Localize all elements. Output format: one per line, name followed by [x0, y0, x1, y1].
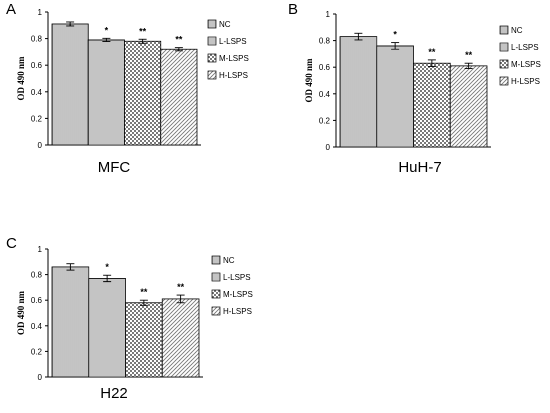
y-axis-label: OD 490 nm [304, 58, 314, 103]
y-tick-label: 0.6 [31, 296, 43, 305]
y-tick-label: 0.6 [319, 63, 331, 72]
chart-title: H22 [100, 385, 128, 402]
y-tick-label: 0.4 [319, 90, 331, 99]
bar-nc [339, 36, 378, 148]
y-tick-label: 1 [38, 245, 43, 254]
significance-marker: ** [139, 26, 147, 36]
y-axis-label: OD 490 nm [16, 291, 26, 336]
bar-l-lsps [88, 278, 126, 378]
bar-h-lsps [449, 65, 488, 148]
error-bar [391, 42, 400, 50]
legend-label: L-LSPS [223, 273, 251, 282]
legend-swatch [207, 36, 217, 46]
legend-label: H-LSPS [223, 307, 252, 316]
y-tick-label: 0.4 [31, 88, 43, 97]
error-bar [354, 32, 363, 41]
legend-swatch [211, 255, 221, 265]
y-tick-label: 0 [38, 373, 43, 382]
legend-swatch [499, 25, 509, 35]
legend-swatch [499, 59, 509, 69]
y-tick-label: 0.2 [31, 114, 43, 123]
error-bar [427, 59, 436, 67]
legend-label: M-LSPS [511, 60, 541, 69]
legend-label: NC [511, 26, 523, 35]
y-tick-label: 0.8 [31, 271, 43, 280]
legend-label: M-LSPS [219, 54, 249, 63]
error-bar [66, 263, 75, 271]
error-bar [103, 274, 112, 283]
legend-swatch [207, 70, 217, 80]
significance-marker: ** [140, 287, 148, 297]
y-tick-label: 0.4 [31, 322, 43, 331]
legend-label: L-LSPS [219, 37, 247, 46]
y-tick-label: 0.8 [319, 37, 331, 46]
error-bar [464, 62, 473, 69]
legend-swatch [211, 272, 221, 282]
legend-swatch [499, 76, 509, 86]
error-bar [139, 299, 148, 306]
legend-swatch [207, 53, 217, 63]
significance-marker: ** [428, 47, 436, 57]
significance-marker: * [105, 262, 109, 272]
legend-swatch [211, 289, 221, 299]
bar-h-lsps [161, 298, 200, 378]
error-bar [176, 294, 185, 304]
error-bar [102, 37, 111, 42]
y-tick-label: 0.2 [319, 116, 331, 125]
legend-label: NC [219, 20, 231, 29]
legend-swatch [499, 42, 509, 52]
y-tick-label: 0.8 [31, 35, 43, 44]
panel-letter: B [288, 1, 298, 18]
legend-label: NC [223, 256, 235, 265]
panel-letter: A [6, 1, 16, 18]
panel-letter: C [6, 235, 17, 252]
y-tick-label: 0 [326, 143, 331, 152]
y-axis-label: OD 490 nm [16, 56, 26, 101]
chart-title: MFC [98, 159, 131, 176]
error-bar [174, 47, 183, 52]
bar-nc [51, 266, 90, 378]
error-bar [66, 21, 75, 27]
bar-m-lsps [413, 62, 451, 148]
panel-b: B 0 0.2 0.4 0.6 0.8 1 OD 490 nm * ** ** NC L-LSPS M-L… [278, 0, 548, 200]
bar-l-lsps [376, 45, 414, 148]
chart-title: HuH-7 [398, 159, 441, 176]
bar-nc [51, 23, 89, 146]
y-tick-label: 1 [326, 10, 331, 19]
y-tick-label: 1 [38, 8, 43, 17]
significance-marker: ** [177, 282, 185, 292]
legend-label: H-LSPS [219, 71, 248, 80]
y-tick-label: 0.6 [31, 61, 43, 70]
legend-swatch [211, 306, 221, 316]
bar-m-lsps [124, 40, 162, 146]
significance-marker: * [393, 30, 397, 40]
legend-label: H-LSPS [511, 77, 540, 86]
legend-label: M-LSPS [223, 290, 253, 299]
bar-m-lsps [125, 302, 163, 378]
legend-label: L-LSPS [511, 43, 539, 52]
y-tick-label: 0 [38, 141, 43, 150]
significance-marker: ** [465, 50, 473, 60]
panel-a: A 0 0.2 0.4 0.6 0.8 1 OD 490 nm * ** ** NC L-LSPS M-L… [0, 0, 270, 200]
significance-marker: ** [175, 35, 183, 45]
bar-l-lsps [87, 39, 125, 146]
y-tick-label: 0.2 [31, 347, 43, 356]
legend-swatch [207, 19, 217, 29]
significance-marker: * [105, 25, 109, 35]
bar-h-lsps [160, 48, 198, 146]
panel-c: C 0 0.2 0.4 0.6 0.8 1 OD 490 nm * ** ** NC L-LSPS M-L… [0, 228, 270, 408]
error-bar [138, 38, 147, 44]
